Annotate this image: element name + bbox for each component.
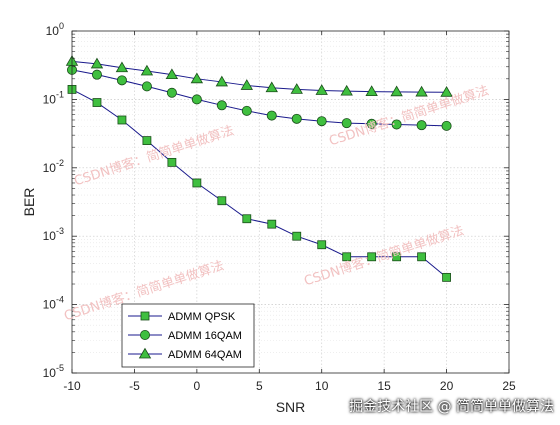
data-point-triangle <box>290 83 303 94</box>
data-point-circle <box>216 100 227 111</box>
series-line <box>71 69 447 127</box>
data-point-circle <box>241 105 252 116</box>
data-point-square <box>267 219 277 229</box>
data-point-triangle <box>190 72 204 84</box>
data-point-square <box>342 252 352 262</box>
data-point-triangle <box>115 61 129 73</box>
legend-label: ADMM 16QAM <box>168 330 242 342</box>
y-tick-label: 10-4 <box>43 295 64 312</box>
x-tick-label: 20 <box>440 379 454 393</box>
y-tick-label: 10-1 <box>43 89 64 106</box>
data-point-triangle <box>90 57 104 69</box>
data-point-circle <box>416 120 427 131</box>
y-tick-label: 10-5 <box>43 363 64 380</box>
data-point-square <box>167 157 177 167</box>
data-point-triangle <box>390 85 403 97</box>
data-point-triangle <box>140 64 154 76</box>
x-tick-label: -5 <box>129 379 140 393</box>
series-triangle <box>65 55 453 97</box>
data-point-square <box>242 214 252 224</box>
data-point-circle <box>166 87 177 98</box>
data-point-square <box>317 240 327 250</box>
data-point-square <box>142 136 152 145</box>
data-point-square <box>192 178 202 188</box>
footer-watermark: 掘金技术社区 @ 简简单单做算法 <box>349 399 554 415</box>
legend-marker-circle <box>139 329 150 340</box>
data-point-circle <box>341 118 352 129</box>
data-point-triangle <box>315 84 328 95</box>
data-point-triangle <box>440 86 453 97</box>
data-point-circle <box>441 120 452 131</box>
data-point-square <box>417 252 427 262</box>
series-group <box>65 55 453 282</box>
legend-marker-square <box>140 311 150 321</box>
data-point-circle <box>391 119 402 130</box>
data-point-circle <box>291 113 302 124</box>
legend-marker-triangle <box>138 347 152 359</box>
data-point-square <box>392 252 402 262</box>
y-axis-label: BER <box>21 188 37 217</box>
data-point-circle <box>316 116 327 127</box>
data-point-circle <box>191 94 202 105</box>
legend: ADMM QPSK ADMM 16QAM ADMM 64QAM <box>121 303 255 368</box>
legend-label: ADMM QPSK <box>168 311 236 323</box>
x-axis-label: SNR <box>276 399 306 415</box>
x-tick-label: 0 <box>194 379 201 393</box>
data-point-square <box>92 98 102 107</box>
series-line <box>71 88 447 278</box>
data-point-square <box>442 272 451 282</box>
series-circle <box>67 64 452 131</box>
series-line <box>71 60 447 93</box>
data-point-circle <box>266 110 277 121</box>
x-tick-label: 10 <box>315 379 329 393</box>
plot-frame <box>71 30 510 374</box>
x-tick-label: 15 <box>377 379 391 393</box>
data-point-circle <box>116 75 127 86</box>
data-point-triangle <box>165 68 179 80</box>
data-point-triangle <box>365 85 378 97</box>
x-tick-label: 5 <box>256 379 263 393</box>
data-point-square <box>117 115 127 125</box>
data-point-triangle <box>265 81 278 93</box>
data-point-triangle <box>340 84 353 96</box>
data-point-circle <box>91 69 102 80</box>
data-point-square <box>292 231 302 241</box>
y-tick-label: 100 <box>46 21 64 38</box>
legend-label: ADMM 64QAM <box>168 349 242 361</box>
data-point-triangle <box>215 75 229 87</box>
y-tick-label: 10-2 <box>43 158 64 175</box>
data-point-circle <box>366 118 377 129</box>
data-point-triangle <box>415 85 428 97</box>
data-point-circle <box>141 81 152 92</box>
series-square <box>67 85 451 282</box>
x-tick-label: 25 <box>502 379 516 393</box>
data-point-square <box>217 196 227 206</box>
data-point-square <box>367 252 377 262</box>
x-tick-label: -10 <box>63 379 81 393</box>
data-point-triangle <box>240 79 253 90</box>
y-tick-label: 10-3 <box>43 226 64 243</box>
